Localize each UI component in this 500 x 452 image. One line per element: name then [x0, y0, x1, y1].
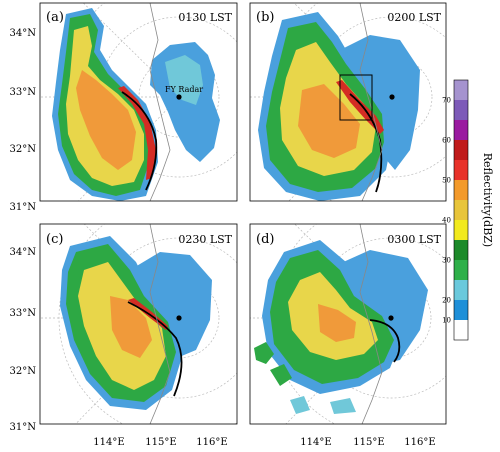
- longitude-labels-right: 114°E 115°E 116°E: [300, 437, 435, 448]
- panel-a-frame: [39, 2, 238, 202]
- panel-c-map: [40, 224, 237, 424]
- gust-front-line: [349, 93, 383, 193]
- colorbar-tick-label: 10: [442, 317, 451, 325]
- panel-d-map: [250, 224, 446, 424]
- panel-b-frame: [249, 2, 447, 202]
- colorbar-tick-label: 70: [442, 97, 451, 105]
- panel-d-time: 0300 LST: [387, 233, 441, 246]
- focus-box: [339, 74, 373, 121]
- colorbar-swatch: [454, 160, 468, 180]
- colorbar-swatch: [454, 80, 468, 100]
- lon-label: 115°E: [353, 437, 384, 448]
- lat-label: 31°N: [10, 202, 37, 213]
- lon-label: 114°E: [300, 437, 331, 448]
- lat-label: 33°N: [10, 308, 37, 319]
- province-border: [149, 3, 171, 201]
- panel-a-map: FY Radar: [40, 3, 237, 201]
- lat-label: 32°N: [10, 366, 37, 377]
- panel-c-time: 0230 LST: [178, 233, 232, 246]
- panel-b-label: (b): [256, 10, 274, 25]
- latitude-labels-bottom: 34°N 33°N 32°N 31°N: [10, 247, 37, 433]
- panel-a: FY Radar (a) 0130 LST: [39, 2, 238, 202]
- colorbar-swatch: [454, 120, 468, 140]
- colorbar-swatch: [454, 320, 468, 340]
- panel-a-time: 0130 LST: [178, 11, 232, 24]
- lat-label: 33°N: [10, 87, 37, 98]
- colorbar-swatch: [454, 180, 468, 200]
- province-border: [359, 224, 383, 424]
- colorbar-title: Reflectivity(dBZ): [481, 153, 494, 247]
- radar-site-label: FY Radar: [165, 85, 203, 94]
- echo-main-orange: [318, 304, 356, 342]
- colorbar-tick-label: 30: [442, 257, 451, 265]
- radar-site-marker: [176, 315, 182, 321]
- lat-label: 34°N: [10, 247, 37, 258]
- panel-d-frame: [249, 223, 447, 425]
- panel-c: (c) 0230 LST: [39, 223, 238, 425]
- colorbar-tick-label: 60: [442, 137, 451, 145]
- panel-c-frame: [39, 223, 238, 425]
- lon-label: 114°E: [93, 437, 124, 448]
- echo-main-orange: [110, 296, 152, 358]
- colorbar-swatch: [454, 200, 468, 220]
- colorbar-swatch: [454, 240, 468, 260]
- lon-label: 115°E: [145, 437, 176, 448]
- colorbar-swatch: [454, 260, 468, 280]
- colorbar-tick-label: 40: [442, 217, 451, 225]
- lat-label: 34°N: [10, 28, 37, 39]
- panel-c-label: (c): [46, 232, 63, 247]
- lon-label: 116°E: [196, 437, 227, 448]
- colorbar-frame: [453, 79, 469, 341]
- lat-label: 32°N: [10, 144, 37, 155]
- echo-main-orange: [298, 84, 360, 158]
- panel-d-label: (d): [256, 232, 274, 247]
- radar-site-marker: [176, 94, 182, 100]
- radar-site-marker: [389, 94, 395, 100]
- echo-scattered-west: [290, 396, 356, 414]
- echo-main-orange: [76, 70, 136, 170]
- colorbar-swatch: [454, 220, 468, 240]
- gust-front-line: [121, 91, 158, 191]
- longitude-labels-left: 114°E 115°E 116°E: [93, 437, 227, 448]
- colorbar-swatch: [454, 280, 468, 300]
- colorbar-swatch: [454, 300, 468, 320]
- radar-site-marker: [388, 315, 394, 321]
- lat-label: 31°N: [10, 422, 37, 433]
- colorbar-swatch: [454, 140, 468, 160]
- panel-d: (d) 0300 LST: [249, 223, 447, 425]
- colorbar: 10 20 30 40 50 60 70: [442, 79, 469, 341]
- province-border: [149, 224, 171, 424]
- latitude-labels-top: 34°N 33°N 32°N 31°N: [10, 28, 37, 213]
- lon-label: 116°E: [404, 437, 435, 448]
- colorbar-tick-label: 50: [442, 177, 451, 185]
- gust-front-line: [127, 301, 183, 397]
- panel-b-map: [250, 3, 446, 201]
- gust-front-line: [369, 319, 401, 363]
- echo-small-cells: [254, 342, 292, 386]
- colorbar-swatch: [454, 100, 468, 120]
- panel-b-time: 0200 LST: [387, 11, 441, 24]
- colorbar-tick-label: 20: [442, 297, 451, 305]
- echo-east-cyan: [165, 55, 203, 105]
- panel-a-label: (a): [46, 10, 64, 25]
- panel-b: (b) 0200 LST: [249, 2, 447, 202]
